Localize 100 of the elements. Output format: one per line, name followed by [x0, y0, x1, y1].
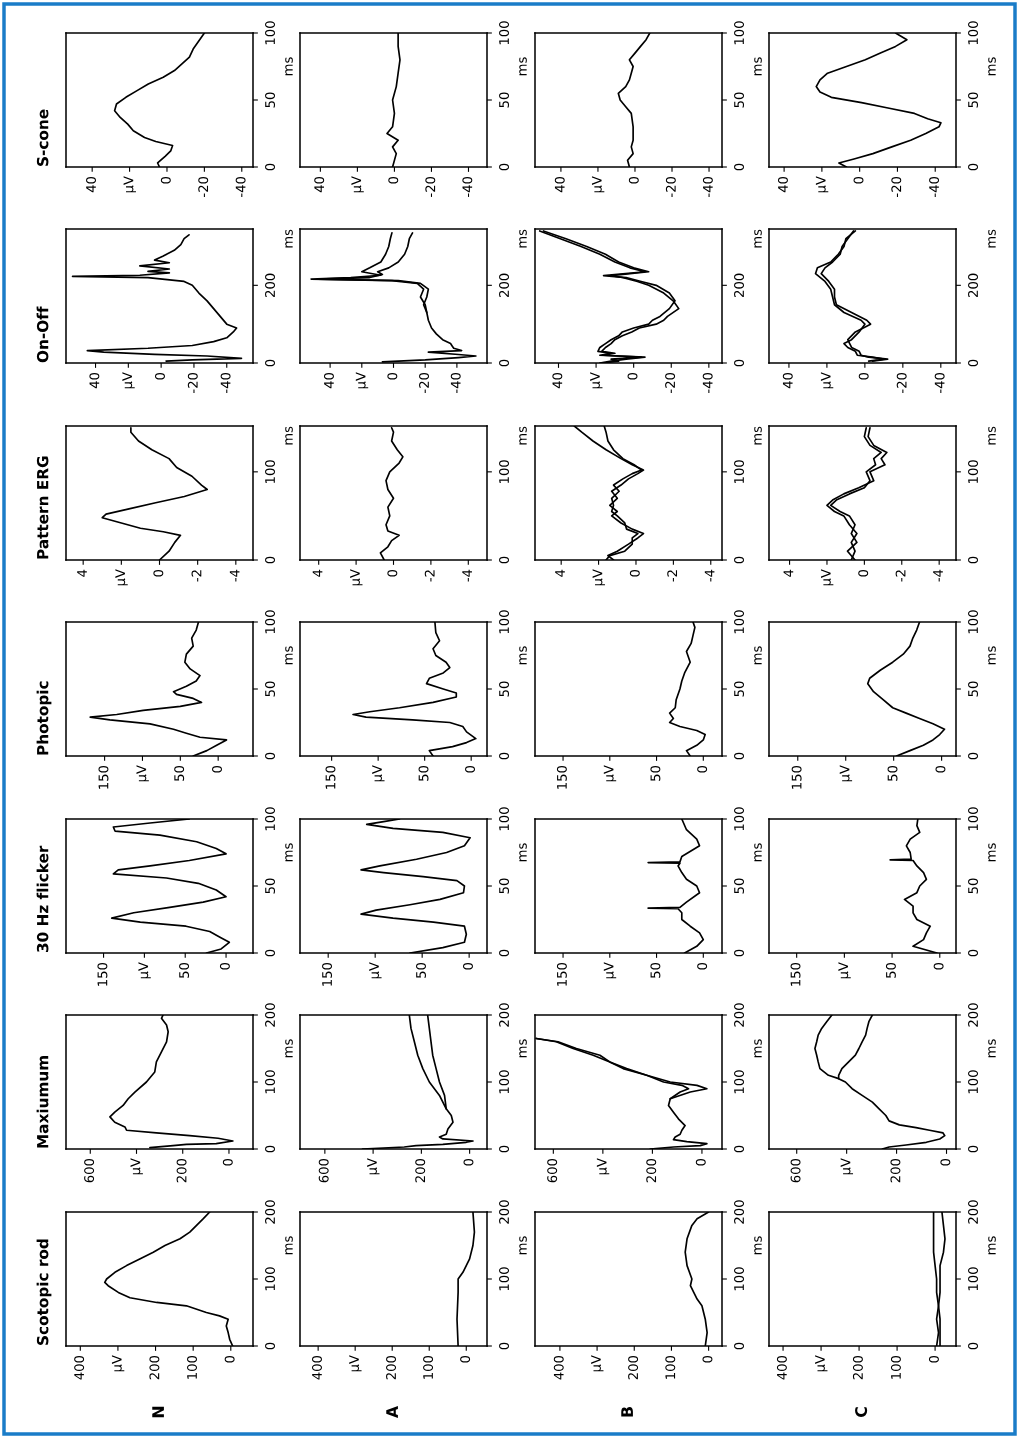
x-tick-label: 4	[77, 569, 87, 577]
x-tick-label: μV	[840, 1158, 854, 1175]
x-tick-label: -2	[191, 570, 202, 582]
y-tick-label: 0	[499, 752, 510, 760]
y-tick-label: 50	[499, 92, 510, 108]
x-tick-label: -2	[424, 570, 435, 582]
x-tick-label: 40	[552, 372, 563, 389]
x-tick-label: -40	[235, 176, 246, 197]
x-tick-label: 0	[858, 569, 869, 577]
y-axis-title: ms	[519, 646, 527, 665]
y-tick-label: 50	[265, 681, 276, 697]
x-tick-label: 50	[650, 765, 661, 781]
x-tick-label: 40	[782, 372, 793, 389]
y-tick-label: 0	[968, 1145, 979, 1153]
x-tick-label: μV	[130, 1158, 143, 1175]
y-tick-label: 0	[734, 949, 745, 957]
y-tick-label: 0	[734, 163, 745, 171]
x-tick-label: -40	[702, 372, 713, 393]
x-tick-label: 400	[776, 1355, 787, 1380]
y-tick-label: 100	[499, 807, 510, 831]
x-tick-label: 100	[187, 1355, 197, 1379]
x-tick-label: μV	[367, 1158, 380, 1175]
x-tick-label: -20	[891, 176, 902, 197]
y-tick-label: 0	[499, 949, 510, 957]
text: Scotopic rod	[36, 1239, 52, 1345]
x-tick-label: 0	[153, 569, 164, 577]
x-tick-label: 0	[940, 1158, 951, 1166]
y-tick-label: 50	[499, 878, 510, 894]
x-tick-label: 50	[174, 765, 185, 781]
x-tick-label: 600	[547, 1158, 558, 1183]
y-tick-label: 0	[265, 1145, 276, 1153]
y-tick-label: 100	[734, 460, 745, 483]
x-tick-label: 40	[89, 372, 100, 389]
y-axis-title: ms	[754, 229, 762, 248]
x-tick-label: 0	[629, 569, 640, 577]
x-tick-label: μV	[349, 1355, 362, 1372]
x-tick-label: -40	[929, 176, 940, 197]
x-tick-label: 40	[554, 176, 565, 193]
x-tick-label: 50	[885, 962, 896, 978]
x-tick-label: 4	[783, 569, 794, 577]
y-axis-title: ms	[754, 1039, 762, 1058]
y-tick-label: 100	[265, 610, 276, 634]
x-tick-label: 0	[697, 765, 708, 773]
y-tick-label: 0	[734, 752, 745, 760]
y-axis-title: ms	[285, 426, 293, 445]
y-tick-label: 0	[265, 556, 276, 564]
y-tick-label: 100	[968, 1267, 979, 1291]
y-tick-label: 100	[265, 1267, 276, 1291]
x-tick-label: 0	[387, 569, 398, 577]
x-tick-label: -2	[667, 570, 678, 582]
y-tick-label: 50	[968, 92, 979, 108]
y-tick-label: 200	[265, 1003, 276, 1027]
x-tick-label: μV	[122, 372, 135, 389]
y-axis-title: ms	[519, 426, 527, 445]
x-tick-label: μV	[839, 765, 853, 782]
x-tick-label: 400	[553, 1355, 564, 1380]
x-tick-label: 0	[928, 1355, 939, 1363]
x-tick-label: 0	[388, 176, 399, 184]
y-tick-label: 0	[499, 556, 510, 564]
y-tick-label: 200	[499, 1003, 510, 1027]
y-tick-label: 100	[734, 610, 745, 634]
y-tick-label: 200	[499, 273, 510, 297]
x-tick-label: 0	[628, 176, 639, 184]
x-tick-label: -2	[895, 570, 906, 582]
y-tick-label: 100	[968, 21, 979, 45]
y-tick-label: 0	[265, 1342, 276, 1350]
y-axis-title: ms	[519, 843, 527, 862]
x-tick-label: 600	[84, 1158, 95, 1183]
x-tick-label: μV	[592, 569, 605, 586]
x-tick-label: 100	[890, 1355, 901, 1379]
y-tick-label: 0	[499, 1145, 510, 1153]
x-tick-label: -20	[187, 372, 198, 393]
x-tick-label: -20	[425, 176, 436, 197]
x-tick-label: 0	[702, 1355, 713, 1363]
y-axis-title: ms	[988, 1039, 996, 1058]
x-tick-label: 400	[311, 1355, 322, 1380]
x-tick-label: μV	[815, 1355, 828, 1372]
y-tick-label: 50	[734, 681, 745, 697]
y-tick-label: 100	[968, 610, 979, 634]
x-tick-label: -20	[198, 176, 209, 197]
y-axis-title: ms	[285, 646, 293, 665]
x-tick-label: -20	[665, 176, 676, 197]
x-tick-label: -4	[462, 569, 472, 582]
y-tick-label: 50	[499, 681, 510, 697]
x-tick-label: 200	[176, 1158, 187, 1183]
x-tick-label: 0	[858, 372, 869, 380]
y-tick-label: 100	[499, 21, 510, 45]
x-tick-label: 0	[697, 962, 708, 970]
x-tick-label: -20	[665, 372, 676, 393]
x-tick-label: μV	[355, 372, 369, 389]
y-tick-label: 0	[734, 1342, 745, 1350]
x-tick-label: 150	[791, 765, 802, 789]
x-tick-label: μV	[603, 962, 617, 979]
x-tick-label: -40	[450, 372, 461, 393]
y-tick-label: 100	[968, 807, 979, 831]
y-axis-title: ms	[285, 843, 293, 862]
y-tick-label: 100	[734, 21, 745, 45]
x-tick-label: μV	[111, 1355, 125, 1372]
y-axis-title: ms	[285, 229, 293, 248]
y-tick-label: 100	[499, 460, 510, 483]
